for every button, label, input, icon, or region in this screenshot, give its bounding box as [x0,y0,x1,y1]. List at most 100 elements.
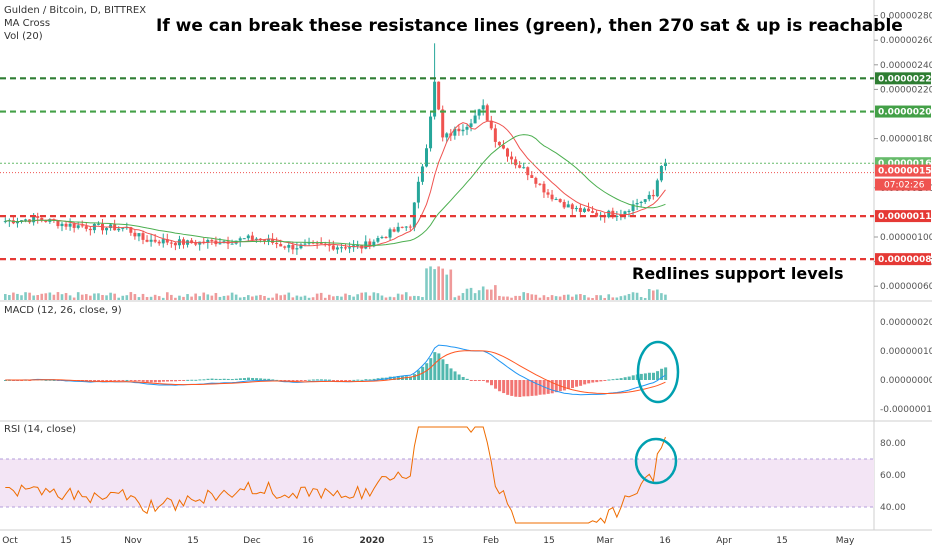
volume-bar [558,296,562,300]
candle-body [416,181,420,203]
candle-body [518,165,522,168]
volume-bar [490,289,493,300]
volume-bar [166,292,169,300]
candle-body [327,244,331,246]
macd-histogram-bar [238,378,242,380]
volume-bar [502,296,505,300]
candle-body [384,237,388,239]
volume-bar [498,295,501,300]
volume-bar [16,293,19,300]
candle-body [169,242,173,244]
candle-body [445,133,449,138]
macd-histogram-bar [469,380,473,381]
candle-body [639,201,643,204]
candle-body [149,239,153,242]
volume-bar [562,294,566,300]
macd-histogram-bar [275,379,279,381]
volume-bar [72,297,76,300]
time-tick-label: 15 [60,536,71,546]
macd-histogram-bar [583,380,587,385]
volume-bar [623,295,627,300]
volume-bar [93,293,96,300]
volume-bar [271,297,274,300]
macd-histogram-bar [660,368,664,380]
volume-bar [494,285,497,300]
macd-histogram-bar [332,380,336,381]
volume-bar [656,289,659,300]
macd-histogram-bar [109,380,113,381]
candle-body [473,115,477,124]
time-tick-label: Dec [243,536,260,546]
support-annotation: Redlines support levels [632,264,844,283]
macd-histogram-bar [619,378,623,380]
volume-bar [396,293,400,300]
macd-histogram-bar [647,372,651,380]
candle-body [117,228,121,231]
volume-bar [619,296,623,300]
macd-histogram-bar [145,380,149,383]
candle-body [554,199,558,201]
macd-histogram-bar [623,377,627,380]
macd-histogram-bar [425,363,429,380]
macd-histogram-bar [125,379,129,381]
volume-bar [24,292,27,300]
volume-bar [186,294,189,300]
candle-body [595,212,599,217]
candle-body [299,244,303,249]
candle-body [607,210,611,218]
candle-body [242,238,246,240]
volume-bar [222,295,226,300]
candle-body [489,120,493,129]
macd-histogram-bar [141,380,145,382]
volume-bar [599,295,602,300]
candle-body [465,126,469,130]
time-tick-label: 16 [659,536,671,546]
macd-histogram-bar [267,378,271,380]
volume-bar [514,295,517,300]
macd-histogram-bar [413,374,417,380]
candle-body [380,237,384,239]
volume-bar [417,296,420,300]
volume-bar [80,294,84,300]
candle-body [408,226,412,228]
volume-bar [635,292,639,300]
volume-bar [76,292,80,300]
volume-bar [60,294,64,300]
volume-bar [218,296,222,300]
macd-histogram-bar [222,378,226,380]
volume-bar [453,297,457,300]
candle-body [506,148,509,157]
volume-bar [652,290,655,300]
volume-bar [206,294,210,300]
candle-body [623,211,627,215]
volume-bar [571,296,574,300]
volume-bar [56,292,60,300]
volume-bar [603,297,606,300]
candle-body [32,216,36,223]
macd-histogram-bar [538,380,542,395]
volume-bar [311,297,315,300]
macd-histogram-bar [506,380,510,395]
level-price-label: 0.00000229 [878,74,932,84]
macd-histogram-bar [473,380,477,381]
volume-bar [8,295,11,300]
volume-bar [109,292,112,300]
volume-bar [133,294,137,300]
time-tick-label: Apr [716,536,732,546]
candle-body [173,242,177,246]
candle-body [348,247,352,249]
macd-histogram-bar [113,380,117,381]
volume-bar [299,296,303,300]
volume-bar [64,293,68,300]
macd-histogram-bar [652,372,655,380]
volume-bar [121,295,125,300]
volume-bar [409,296,412,300]
candle-body [246,235,250,239]
time-tick-label: Mar [597,536,614,546]
candle-body [420,166,424,182]
macd-histogram-bar [315,379,319,381]
volume-bar [97,293,100,300]
volume-bar [174,297,177,300]
volume-bar [44,293,48,300]
macd-histogram-bar [255,378,259,380]
